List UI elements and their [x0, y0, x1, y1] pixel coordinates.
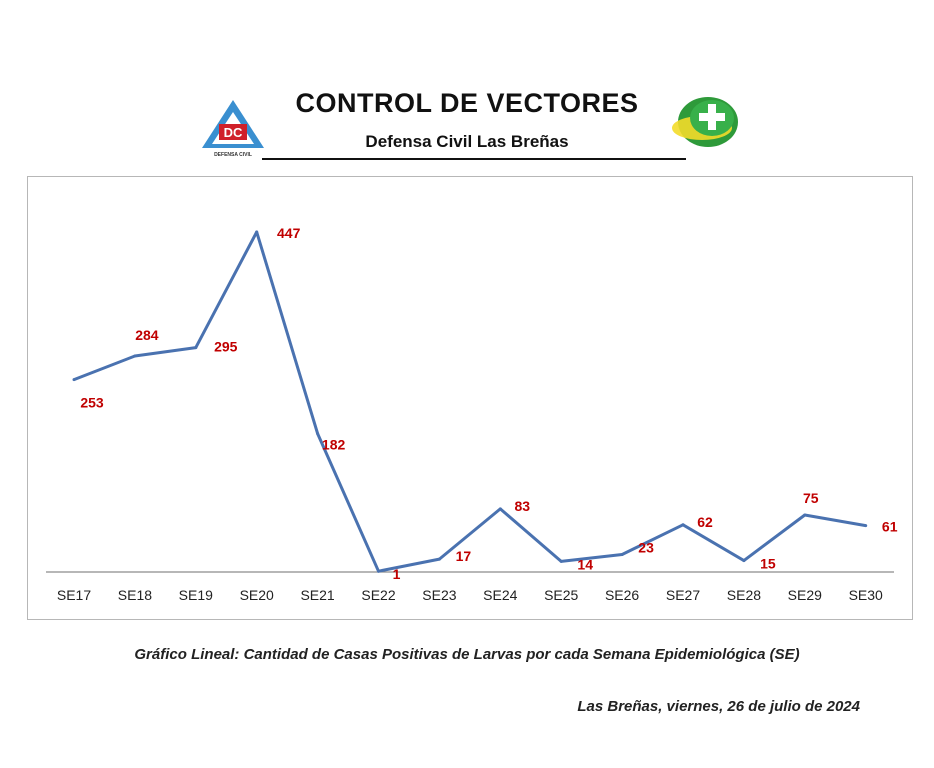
health-cross-logo	[668, 92, 742, 154]
x-tick-label: SE22	[361, 587, 395, 603]
data-label: 295	[214, 339, 238, 355]
x-tick-label: SE17	[57, 587, 91, 603]
data-label: 61	[882, 519, 898, 535]
data-point-se29	[803, 513, 807, 517]
data-label: 62	[697, 514, 713, 530]
date-line: Las Breñas, viernes, 26 de julio de 2024	[577, 698, 860, 715]
logo-dc-text: DC	[224, 125, 243, 140]
data-point-se28	[742, 559, 746, 563]
data-label: 17	[456, 548, 472, 564]
data-point-se17	[72, 378, 76, 382]
data-point-se30	[864, 524, 868, 528]
series-line	[73, 230, 866, 573]
page-title: CONTROL DE VECTORES	[295, 88, 639, 118]
data-label: 284	[135, 327, 159, 343]
data-label: 253	[80, 395, 104, 411]
data-label: 23	[638, 540, 654, 556]
x-tick-label: SE28	[727, 587, 761, 603]
x-tick-label: SE30	[849, 587, 883, 603]
data-label: 15	[760, 556, 776, 572]
data-point-se20	[255, 230, 259, 234]
data-label: 447	[277, 225, 301, 241]
x-tick-label: SE27	[666, 587, 700, 603]
page-subtitle: Defensa Civil Las Breñas	[365, 132, 569, 151]
data-point-se27	[681, 523, 685, 527]
data-label: 14	[577, 556, 593, 572]
data-label: 1	[393, 566, 401, 582]
data-point-se23	[437, 557, 441, 561]
data-label: 83	[515, 498, 531, 514]
data-point-se18	[133, 354, 137, 358]
chart-caption: Gráfico Lineal: Cantidad de Casas Positi…	[134, 646, 800, 663]
x-tick-label: SE25	[544, 587, 578, 603]
x-tick-label: SE18	[118, 587, 152, 603]
defensa-civil-logo: DC DEFENSA CIVIL	[198, 96, 268, 158]
line-chart: SE17 SE18 SE19 SE20 SE21 SE22 SE23 SE24 SE25 SE26…	[46, 225, 898, 603]
logo-dc-caption: DEFENSA CIVIL	[214, 152, 252, 158]
x-tick-label: SE21	[300, 587, 334, 603]
title-underline	[262, 158, 686, 160]
data-label: 75	[803, 490, 819, 506]
data-point-se21	[316, 432, 320, 436]
chart-area: SE17 SE18 SE19 SE20 SE21 SE22 SE23 SE24 SE25 SE26…	[27, 176, 913, 620]
data-point-se26	[620, 553, 624, 556]
x-tick-label: SE19	[179, 587, 213, 603]
x-tick-label: SE24	[483, 587, 517, 603]
data-point-se22	[377, 569, 380, 573]
data-point-se19	[194, 346, 198, 350]
x-tick-label: SE20	[240, 587, 274, 603]
x-tick-label: SE29	[788, 587, 822, 603]
x-tick-label: SE26	[605, 587, 639, 603]
x-tick-label: SE23	[422, 587, 456, 603]
data-point-se24	[498, 507, 502, 511]
data-label: 182	[322, 437, 346, 453]
data-point-se25	[559, 559, 563, 563]
